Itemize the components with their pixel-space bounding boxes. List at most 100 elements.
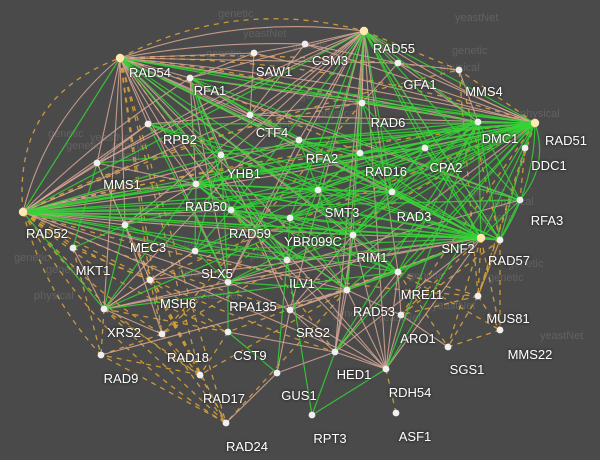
edge-yeastnet	[147, 123, 222, 156]
edge-physical	[119, 57, 229, 283]
edge-yeastnet	[298, 121, 479, 141]
edge-yeastnet	[289, 217, 354, 236]
node-dot-cst9[interactable]	[224, 328, 232, 336]
edge-physical	[289, 309, 387, 370]
node-dot-rfa1[interactable]	[186, 74, 194, 82]
node-dot-cpa2[interactable]	[421, 144, 429, 152]
node-dot-mus81[interactable]	[474, 292, 482, 300]
edge-physical	[276, 351, 336, 374]
node-dot-dmc1[interactable]	[474, 118, 482, 126]
node-dot-rim1[interactable]	[349, 231, 357, 239]
node-dot-rad57[interactable]	[496, 236, 504, 244]
node-dot-rad52[interactable]	[18, 207, 28, 217]
node-dot-rpa135[interactable]	[224, 278, 232, 286]
node-dot-ybr099c[interactable]	[286, 214, 294, 222]
edge-yeastnet	[363, 30, 536, 124]
edge-yeastnet	[22, 211, 399, 273]
node-dot-xrs2[interactable]	[100, 305, 108, 313]
edge-genetic	[119, 57, 227, 424]
node-dot-rdh54[interactable]	[382, 365, 390, 373]
node-dot-asf1[interactable]	[392, 409, 400, 417]
node-dot-smt3[interactable]	[314, 186, 322, 194]
edge-genetic	[100, 333, 163, 356]
edge-yeastnet	[298, 139, 319, 191]
edge-physical	[22, 139, 300, 213]
node-dot-sgs1[interactable]	[444, 343, 452, 351]
edge-genetic	[22, 211, 336, 353]
edge-yeastnet	[499, 122, 536, 241]
node-dot-snf2[interactable]	[476, 233, 486, 243]
node-dot-rad18[interactable]	[158, 330, 166, 338]
node-dot-rad59[interactable]	[227, 206, 235, 214]
node-dot-gfa1[interactable]	[394, 59, 402, 67]
edge-yeastnet	[317, 189, 348, 291]
edge-physical	[96, 57, 121, 164]
edge-yeastnet	[103, 122, 536, 310]
edge-yeastnet	[124, 122, 536, 226]
node-dot-srs2[interactable]	[286, 306, 294, 314]
edge-yeastnet	[119, 57, 536, 124]
edge-yeastnet	[477, 121, 501, 241]
node-dot-hed1[interactable]	[331, 348, 339, 356]
node-dot-gus1[interactable]	[273, 369, 281, 377]
node-dot-ddc1[interactable]	[521, 144, 529, 152]
node-dot-mms1[interactable]	[93, 159, 101, 167]
node-dot-mms4[interactable]	[455, 66, 463, 74]
edge-genetic	[199, 374, 227, 424]
node-dot-rad51[interactable]	[530, 118, 540, 128]
edge-yeastnet	[361, 102, 393, 193]
edge-physical	[304, 43, 399, 64]
node-dot-rad54[interactable]	[115, 53, 125, 63]
node-dot-rad17[interactable]	[196, 371, 204, 379]
node-dot-saw1[interactable]	[250, 49, 258, 57]
edge-physical	[227, 30, 365, 283]
node-dot-csm3[interactable]	[301, 40, 309, 48]
node-dot-mkt1[interactable]	[69, 244, 77, 252]
node-dot-rpb2[interactable]	[144, 120, 152, 128]
edge-yeastnet	[22, 154, 222, 213]
edge-genetic	[400, 237, 482, 316]
edge-yeastnet	[227, 281, 348, 291]
node-dot-rad50[interactable]	[192, 180, 200, 188]
edge-physical	[72, 247, 105, 310]
node-dot-rad3[interactable]	[388, 188, 396, 196]
edge-physical	[96, 30, 365, 164]
edge-physical	[147, 114, 251, 125]
edge-genetic	[119, 57, 361, 154]
node-dot-mre11[interactable]	[394, 268, 402, 276]
edge-genetic	[199, 289, 348, 376]
edge-yeastnet	[189, 77, 521, 201]
node-dot-rad9[interactable]	[97, 351, 105, 359]
edge-physical	[119, 57, 126, 226]
edge-yeastnet	[119, 57, 288, 261]
node-dot-rad53[interactable]	[343, 286, 351, 294]
node-dot-ilv1[interactable]	[283, 256, 291, 264]
node-dot-rad16[interactable]	[356, 149, 364, 157]
edge-physical	[227, 139, 300, 283]
edge-physical	[96, 123, 149, 164]
edge-physical	[119, 57, 197, 185]
edge-genetic	[21, 57, 121, 213]
node-dot-yhb1[interactable]	[217, 151, 225, 159]
node-dot-msh6[interactable]	[146, 276, 154, 284]
edge-physical	[289, 30, 365, 311]
node-dot-rfa2[interactable]	[295, 136, 303, 144]
node-dot-rad55[interactable]	[359, 26, 369, 36]
node-dot-rfa3[interactable]	[516, 196, 524, 204]
edge-yeastnet	[359, 147, 426, 154]
node-dot-ctf4[interactable]	[246, 111, 254, 119]
edge-physical	[334, 271, 399, 353]
node-dots-layer[interactable]	[18, 26, 540, 427]
edge-physical	[103, 57, 121, 310]
edge-yeastnet	[194, 250, 229, 283]
edge-genetic	[199, 331, 229, 376]
node-dot-mms22[interactable]	[496, 326, 504, 334]
node-dot-mec3[interactable]	[121, 221, 129, 229]
node-dot-aro1[interactable]	[397, 311, 405, 319]
node-dot-rad6[interactable]	[358, 99, 366, 107]
node-dot-rad24[interactable]	[222, 419, 230, 427]
node-dot-slx5[interactable]	[191, 247, 199, 255]
node-dot-rpt3[interactable]	[308, 411, 316, 419]
edge-yeastnet	[317, 189, 354, 236]
